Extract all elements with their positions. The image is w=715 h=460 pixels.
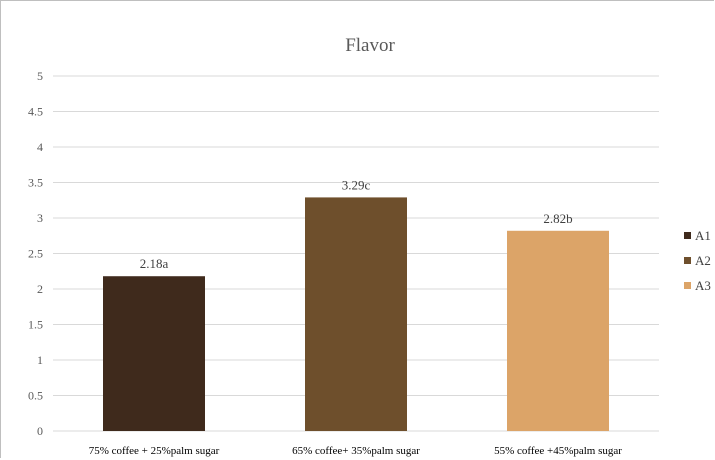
y-tick-label: 0 bbox=[37, 424, 43, 438]
y-tick-label: 0.5 bbox=[28, 389, 43, 403]
y-tick-label: 4 bbox=[37, 140, 43, 154]
legend-swatch-a3 bbox=[684, 282, 691, 289]
y-tick-label: 3.5 bbox=[28, 176, 43, 190]
legend: A1 A2 A3 bbox=[684, 228, 711, 293]
category-label: 65% coffee+ 35%palm sugar bbox=[292, 445, 420, 457]
x-axis-categories: 75% coffee + 25%palm sugar 65% coffee+ 35… bbox=[89, 445, 623, 457]
y-axis-ticks: 0 0.5 1 1.5 2 2.5 3 3.5 4 4.5 5 bbox=[28, 69, 43, 438]
legend-swatch-a1 bbox=[684, 232, 691, 239]
legend-label-a2: A2 bbox=[695, 253, 711, 268]
bar-a1 bbox=[103, 276, 205, 431]
bar-a3 bbox=[507, 230, 609, 431]
data-label-a2: 3.29c bbox=[342, 177, 371, 192]
y-tick-label: 5 bbox=[37, 69, 43, 83]
y-tick-label: 4.5 bbox=[28, 105, 43, 119]
y-tick-label: 2 bbox=[37, 282, 43, 296]
data-label-a3: 2.82b bbox=[543, 211, 572, 226]
y-tick-label: 2.5 bbox=[28, 247, 43, 261]
bar-a2 bbox=[305, 197, 407, 431]
y-tick-label: 3 bbox=[37, 211, 43, 225]
legend-label-a1: A1 bbox=[695, 228, 711, 243]
category-label: 55% coffee +45%palm sugar bbox=[494, 445, 622, 457]
bars bbox=[103, 197, 609, 431]
legend-label-a3: A3 bbox=[695, 278, 711, 293]
data-labels: 2.18a 3.29c 2.82b bbox=[140, 177, 573, 271]
y-tick-label: 1 bbox=[37, 353, 43, 367]
legend-swatch-a2 bbox=[684, 257, 691, 264]
category-label: 75% coffee + 25%palm sugar bbox=[89, 445, 220, 457]
y-tick-label: 1.5 bbox=[28, 318, 43, 332]
chart-title: Flavor bbox=[345, 35, 395, 56]
data-label-a1: 2.18a bbox=[140, 256, 169, 271]
